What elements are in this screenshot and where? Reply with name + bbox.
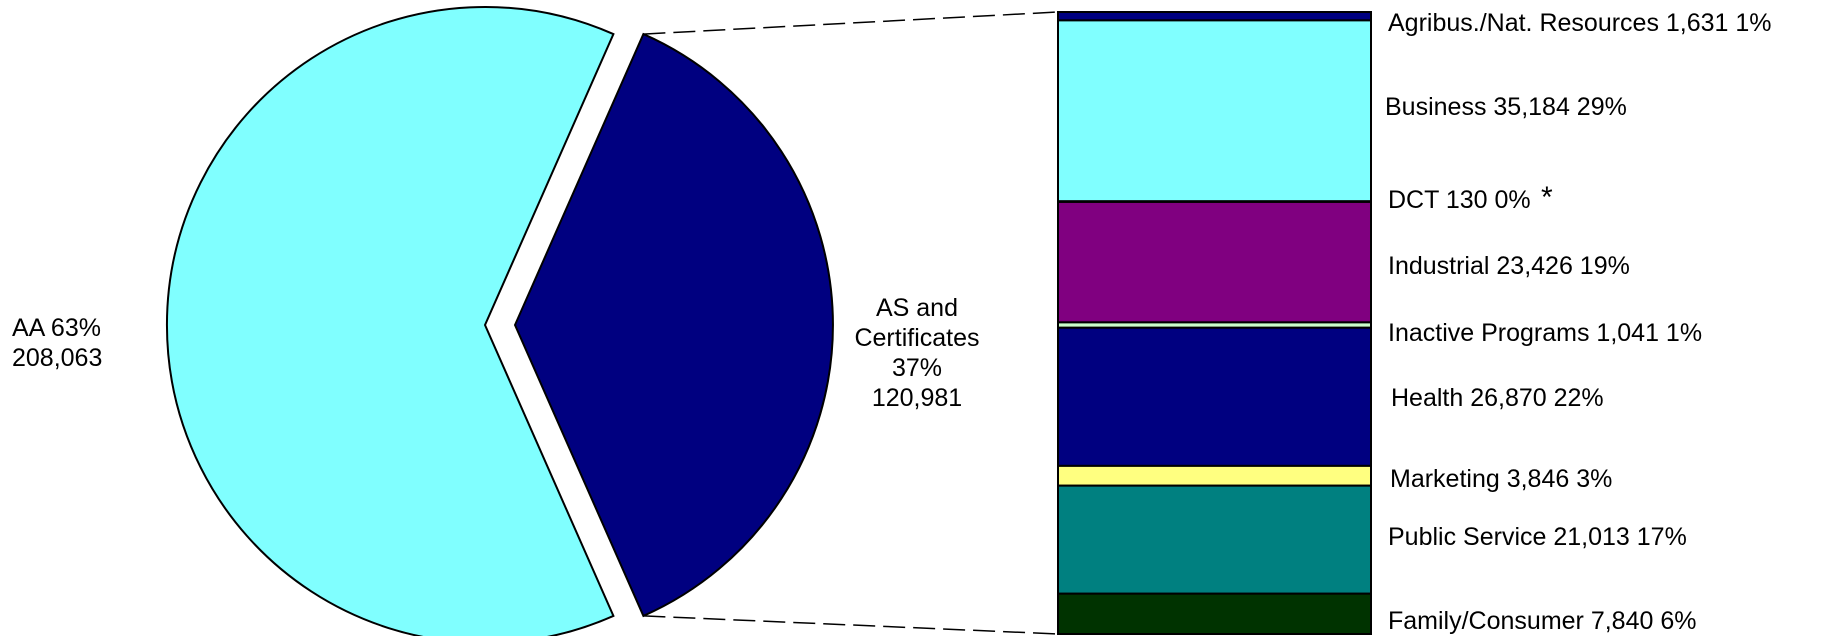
bar-segment-1 — [1057, 19, 1372, 203]
pie-label-as-percent: 37% — [892, 354, 942, 382]
bar-label-marketing: Marketing 3,846 3% — [1390, 465, 1612, 493]
bar-segment-6 — [1057, 464, 1372, 487]
stacked-bar — [1057, 11, 1372, 636]
pie-slice-aa — [165, 6, 615, 636]
bar-label-health: Health 26,870 22% — [1391, 384, 1604, 412]
bar-segment-7 — [1057, 484, 1372, 595]
bar-label-business: Business 35,184 29% — [1385, 93, 1627, 121]
bar-segment-3 — [1057, 200, 1372, 324]
pie-label-as-value: 120,981 — [872, 384, 962, 412]
connector-line-bottom — [643, 615, 1059, 635]
bar-segment-0 — [1057, 11, 1372, 22]
pie-chart — [165, 6, 834, 636]
bar-label-agribus: Agribus./Nat. Resources 1,631 1% — [1388, 9, 1772, 37]
pie-label-as-line1: AS and — [876, 294, 958, 322]
pie-slice-as-certificates — [513, 32, 834, 618]
bar-label-public-service: Public Service 21,013 17% — [1388, 523, 1687, 551]
bar-label-dct: DCT 130 0% — [1388, 186, 1531, 214]
connector-lines — [643, 11, 1059, 635]
bar-segment-8 — [1057, 592, 1372, 636]
pie-label-aa-percent: AA 63% — [12, 314, 101, 342]
pie-label-aa-value: 208,063 — [12, 344, 102, 372]
bar-label-inactive: Inactive Programs 1,041 1% — [1388, 319, 1702, 347]
bar-label-industrial: Industrial 23,426 19% — [1388, 252, 1630, 280]
bar-label-family: Family/Consumer 7,840 6% — [1388, 607, 1696, 635]
bar-segment-5 — [1057, 326, 1372, 467]
connector-line-top — [643, 11, 1059, 35]
bar-label-dct-note: * — [1541, 181, 1553, 214]
pie-label-as-line2: Certificates — [854, 324, 979, 352]
